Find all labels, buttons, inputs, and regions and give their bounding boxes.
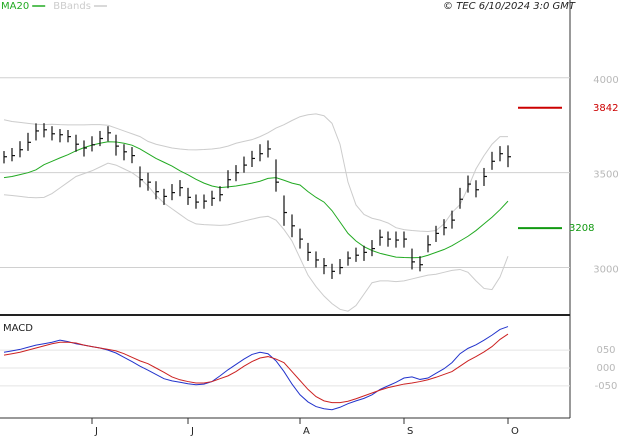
- x-tick-label: O: [511, 426, 519, 437]
- y-tick-label: -050: [595, 381, 618, 392]
- bband-lower: [3, 162, 509, 312]
- bband-upper: [3, 113, 508, 233]
- x-tick-label: S: [407, 426, 413, 437]
- x-tick-label: A: [303, 426, 310, 437]
- y-tick-label: 050: [596, 345, 615, 356]
- ma-line: [3, 141, 509, 259]
- legend-label: BBands: [53, 1, 91, 12]
- y-tick-label: 4000: [593, 75, 618, 86]
- timestamp: © TEC 6/10/2024 3:0 GMT: [443, 1, 576, 12]
- macd-line: [3, 333, 509, 404]
- legend-label: MA20: [1, 1, 29, 12]
- level-label: 3208: [569, 223, 594, 234]
- y-tick-label: 000: [596, 363, 615, 374]
- x-tick-label: J: [94, 426, 98, 437]
- y-tick-label: 3000: [593, 265, 618, 276]
- macd-title: MACD: [3, 323, 33, 334]
- y-tick-label: 3500: [593, 170, 618, 181]
- level-label: 3842: [593, 103, 618, 114]
- x-tick-label: J: [190, 426, 194, 437]
